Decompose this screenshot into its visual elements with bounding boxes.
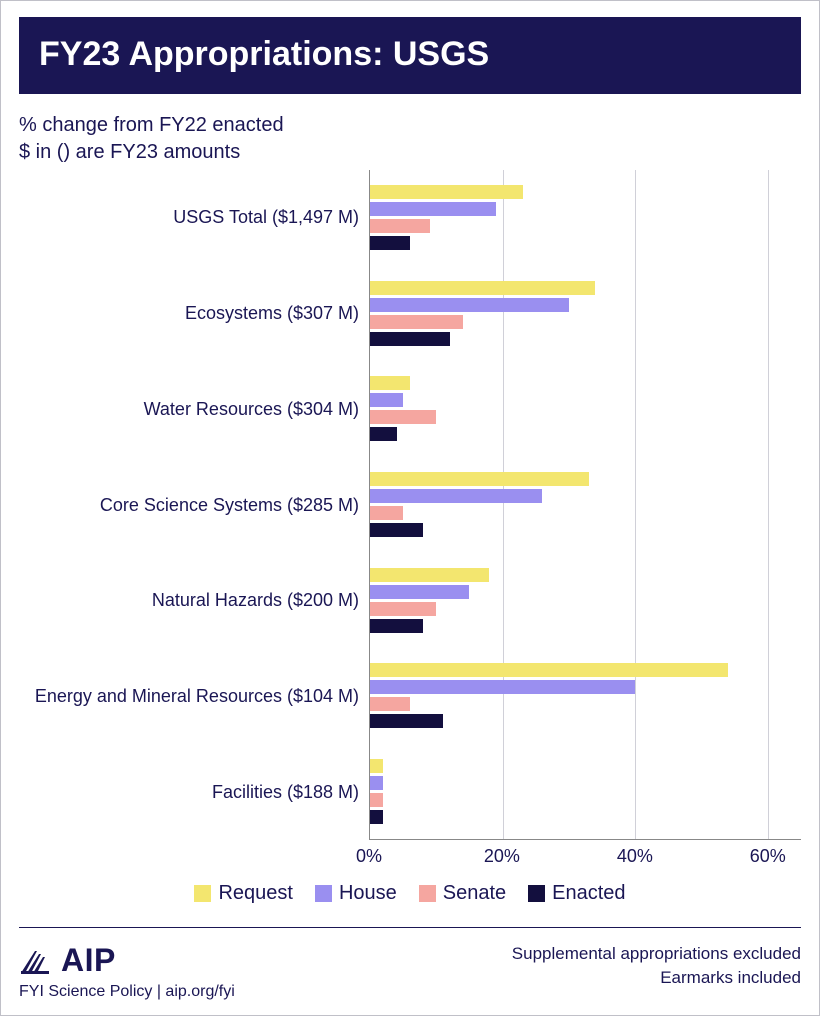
- bar: [370, 568, 489, 582]
- bar: [370, 714, 443, 728]
- x-axis: 0%20%40%60%: [369, 840, 801, 870]
- bar-group: [370, 552, 801, 648]
- bar: [370, 219, 430, 233]
- footer: AIP FYI Science Policy | aip.org/fyi Sup…: [19, 928, 801, 1001]
- legend-item-request: Request: [194, 882, 293, 905]
- x-tick-label: 40%: [617, 846, 653, 867]
- x-tick-label: 0%: [356, 846, 382, 867]
- swatch-house: [315, 885, 332, 902]
- bar-group: [370, 457, 801, 553]
- legend-label-request: Request: [218, 882, 293, 905]
- bar-group: [370, 648, 801, 744]
- title-bar: FY23 Appropriations: USGS: [19, 17, 801, 94]
- legend-label-enacted: Enacted: [552, 882, 625, 905]
- footer-right: Supplemental appropriations excluded Ear…: [512, 942, 801, 990]
- subtitle-line-2: $ in () are FY23 amounts: [19, 139, 801, 166]
- subtitle: % change from FY22 enacted $ in () are F…: [19, 112, 801, 166]
- bar: [370, 376, 410, 390]
- legend-label-senate: Senate: [443, 882, 506, 905]
- bar: [370, 298, 569, 312]
- brand: AIP: [19, 942, 235, 979]
- category-label: Facilities ($188 M): [19, 744, 369, 840]
- category-label: Energy and Mineral Resources ($104 M): [19, 649, 369, 745]
- brand-tagline: FYI Science Policy | aip.org/fyi: [19, 983, 235, 1001]
- brand-text: AIP: [61, 942, 116, 979]
- footer-left: AIP FYI Science Policy | aip.org/fyi: [19, 942, 235, 1001]
- bar: [370, 236, 410, 250]
- bar: [370, 759, 383, 773]
- bar: [370, 619, 423, 633]
- category-label: Water Resources ($304 M): [19, 361, 369, 457]
- bar: [370, 202, 496, 216]
- bar: [370, 489, 542, 503]
- bar: [370, 523, 423, 537]
- bar: [370, 506, 403, 520]
- footer-note-1: Supplemental appropriations excluded: [512, 942, 801, 966]
- bar: [370, 315, 463, 329]
- bar: [370, 281, 595, 295]
- legend: Request House Senate Enacted: [19, 882, 801, 905]
- report-card: FY23 Appropriations: USGS % change from …: [0, 0, 820, 1016]
- plot-area: [369, 170, 801, 840]
- bar: [370, 585, 469, 599]
- chart-area: USGS Total ($1,497 M)Ecosystems ($307 M)…: [19, 170, 801, 840]
- category-label: USGS Total ($1,497 M): [19, 170, 369, 266]
- bar-group: [370, 266, 801, 362]
- page-title: FY23 Appropriations: USGS: [39, 35, 489, 73]
- bar: [370, 776, 383, 790]
- bar: [370, 332, 450, 346]
- subtitle-line-1: % change from FY22 enacted: [19, 112, 801, 139]
- category-label: Natural Hazards ($200 M): [19, 553, 369, 649]
- bar: [370, 810, 383, 824]
- category-label: Ecosystems ($307 M): [19, 266, 369, 362]
- bar-group: [370, 743, 801, 839]
- y-axis-labels: USGS Total ($1,497 M)Ecosystems ($307 M)…: [19, 170, 369, 840]
- swatch-senate: [419, 885, 436, 902]
- x-tick-label: 20%: [484, 846, 520, 867]
- swatch-enacted: [528, 885, 545, 902]
- bar: [370, 602, 436, 616]
- bar-group: [370, 170, 801, 266]
- x-tick-label: 60%: [750, 846, 786, 867]
- bar: [370, 410, 436, 424]
- legend-label-house: House: [339, 882, 397, 905]
- bar-group: [370, 361, 801, 457]
- bar: [370, 680, 635, 694]
- bar: [370, 663, 728, 677]
- legend-item-enacted: Enacted: [528, 882, 625, 905]
- bar: [370, 793, 383, 807]
- footer-note-2: Earmarks included: [512, 966, 801, 990]
- bar: [370, 393, 403, 407]
- legend-item-house: House: [315, 882, 397, 905]
- bar: [370, 472, 589, 486]
- aip-logo-icon: [19, 947, 53, 975]
- category-label: Core Science Systems ($285 M): [19, 457, 369, 553]
- legend-item-senate: Senate: [419, 882, 506, 905]
- swatch-request: [194, 885, 211, 902]
- bar: [370, 697, 410, 711]
- bar: [370, 185, 523, 199]
- bar: [370, 427, 397, 441]
